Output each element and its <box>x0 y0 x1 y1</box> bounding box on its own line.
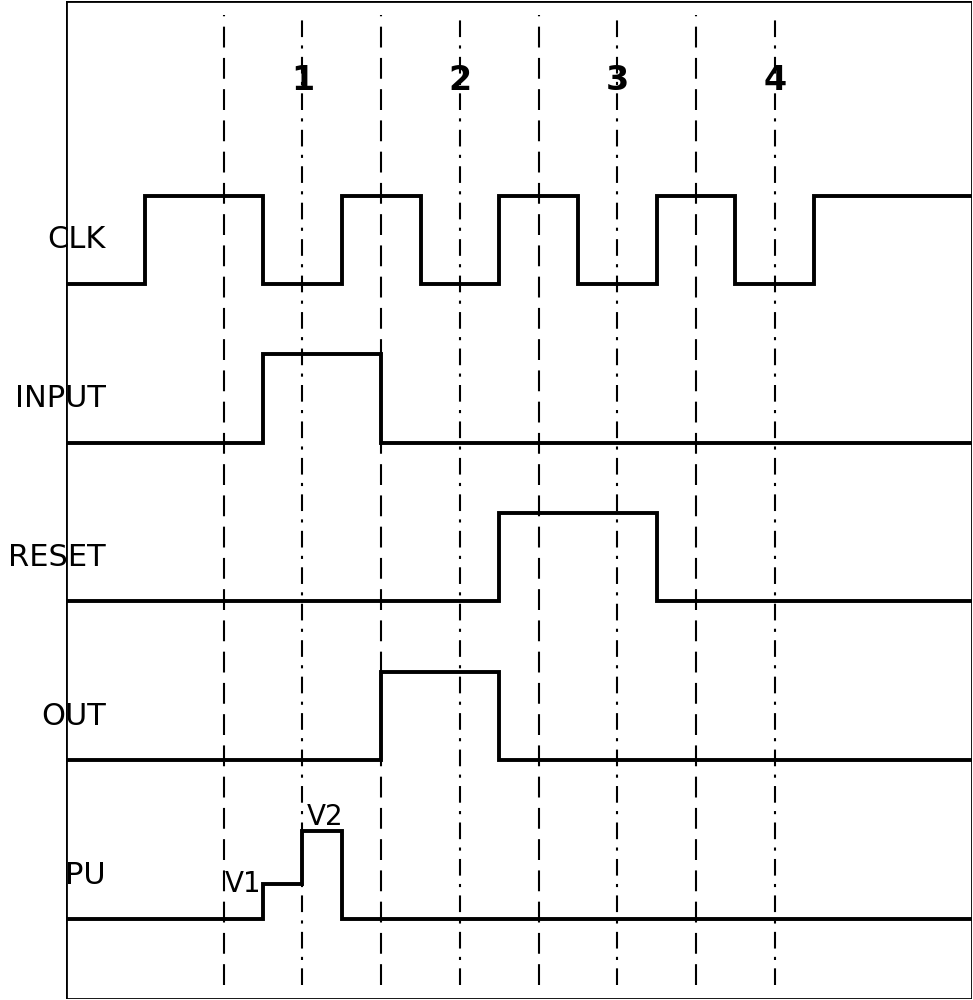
Text: PU: PU <box>65 861 106 890</box>
Text: V1: V1 <box>225 870 262 898</box>
Text: 1: 1 <box>291 64 314 97</box>
Text: 2: 2 <box>449 64 472 97</box>
Text: V2: V2 <box>306 803 342 831</box>
Text: INPUT: INPUT <box>15 384 106 413</box>
Text: 3: 3 <box>606 64 629 97</box>
Text: RESET: RESET <box>8 543 106 572</box>
Text: CLK: CLK <box>48 225 106 254</box>
Text: OUT: OUT <box>41 702 106 731</box>
Text: 4: 4 <box>763 64 786 97</box>
